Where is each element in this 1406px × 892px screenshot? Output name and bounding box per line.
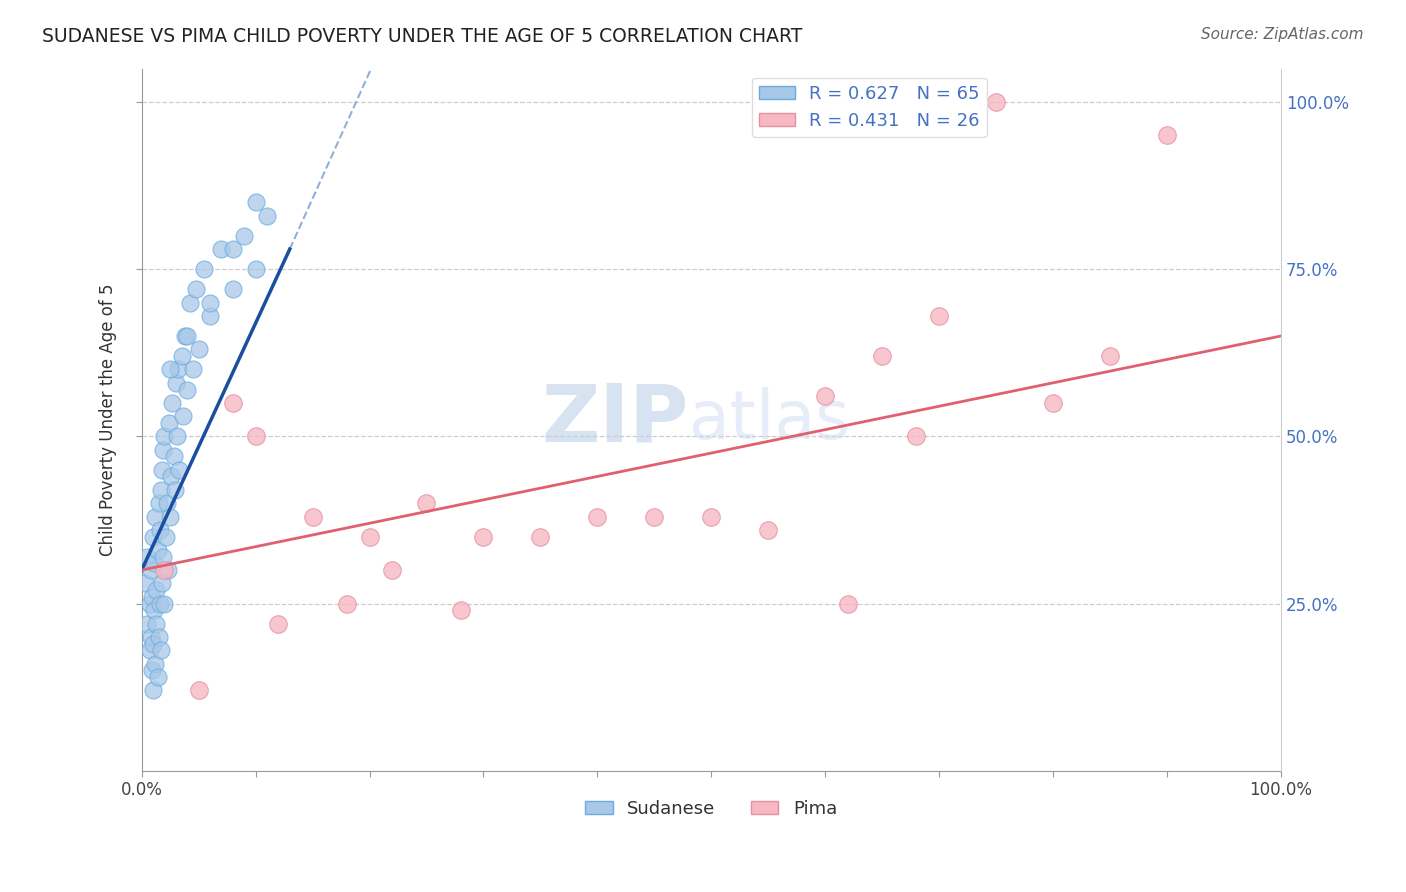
Text: SUDANESE VS PIMA CHILD POVERTY UNDER THE AGE OF 5 CORRELATION CHART: SUDANESE VS PIMA CHILD POVERTY UNDER THE…: [42, 27, 803, 45]
Point: [359, 530, 381, 544]
Point: [301, 509, 323, 524]
Point: [159, 509, 181, 524]
Point: [245, 429, 267, 443]
Point: [153, 429, 176, 443]
Point: [172, 409, 194, 424]
Point: [245, 262, 267, 277]
Point: [174, 329, 197, 343]
Point: [756, 523, 779, 537]
Point: [150, 643, 173, 657]
Point: [167, 463, 190, 477]
Point: [150, 463, 173, 477]
Point: [700, 509, 723, 524]
Y-axis label: Child Poverty Under the Age of 5: Child Poverty Under the Age of 5: [100, 284, 117, 556]
Point: [134, 576, 156, 591]
Point: [157, 416, 180, 430]
Point: [160, 469, 183, 483]
Point: [233, 228, 256, 243]
Point: [142, 530, 165, 544]
Point: [143, 557, 166, 571]
Point: [149, 597, 172, 611]
Point: [167, 362, 190, 376]
Point: [870, 349, 893, 363]
Point: [170, 349, 193, 363]
Text: Source: ZipAtlas.com: Source: ZipAtlas.com: [1201, 27, 1364, 42]
Point: [643, 509, 665, 524]
Point: [928, 309, 950, 323]
Point: [153, 597, 176, 611]
Point: [193, 262, 215, 277]
Point: [179, 295, 201, 310]
Point: [166, 429, 188, 443]
Point: [141, 664, 163, 678]
Point: [837, 597, 859, 611]
Point: [150, 576, 173, 591]
Point: [162, 396, 184, 410]
Point: [984, 95, 1007, 109]
Point: [186, 282, 208, 296]
Point: [153, 563, 176, 577]
Point: [472, 530, 495, 544]
Point: [139, 563, 162, 577]
Point: [163, 483, 186, 497]
Point: [198, 309, 221, 323]
Point: [245, 195, 267, 210]
Point: [152, 549, 174, 564]
Point: [155, 530, 177, 544]
Point: [159, 362, 181, 376]
Point: [145, 583, 167, 598]
Point: [148, 496, 170, 510]
Point: [145, 616, 167, 631]
Point: [143, 603, 166, 617]
Point: [187, 343, 209, 357]
Legend: Sudanese, Pima: Sudanese, Pima: [578, 792, 845, 825]
Point: [176, 383, 198, 397]
Point: [142, 637, 165, 651]
Point: [146, 670, 169, 684]
Point: [143, 509, 166, 524]
Point: [814, 389, 837, 403]
Point: [156, 563, 179, 577]
Text: atlas: atlas: [689, 386, 849, 452]
Point: [1099, 349, 1122, 363]
Point: [586, 509, 609, 524]
Point: [209, 242, 232, 256]
Point: [162, 450, 184, 464]
Point: [415, 496, 437, 510]
Text: ZIP: ZIP: [541, 381, 689, 458]
Point: [222, 242, 245, 256]
Point: [222, 396, 245, 410]
Point: [1042, 396, 1064, 410]
Point: [181, 362, 204, 376]
Point: [450, 603, 472, 617]
Point: [138, 597, 160, 611]
Point: [267, 616, 290, 631]
Point: [142, 683, 165, 698]
Point: [136, 616, 159, 631]
Point: [187, 683, 209, 698]
Point: [381, 563, 404, 577]
Point: [136, 549, 159, 564]
Point: [150, 483, 173, 497]
Point: [156, 496, 179, 510]
Point: [149, 523, 172, 537]
Point: [152, 442, 174, 457]
Point: [256, 209, 278, 223]
Point: [138, 643, 160, 657]
Point: [165, 376, 187, 390]
Point: [176, 329, 198, 343]
Point: [141, 590, 163, 604]
Point: [222, 282, 245, 296]
Point: [198, 295, 221, 310]
Point: [529, 530, 551, 544]
Point: [148, 630, 170, 644]
Point: [905, 429, 928, 443]
Point: [146, 543, 169, 558]
Point: [143, 657, 166, 671]
Point: [1156, 128, 1178, 143]
Point: [139, 630, 162, 644]
Point: [336, 597, 359, 611]
